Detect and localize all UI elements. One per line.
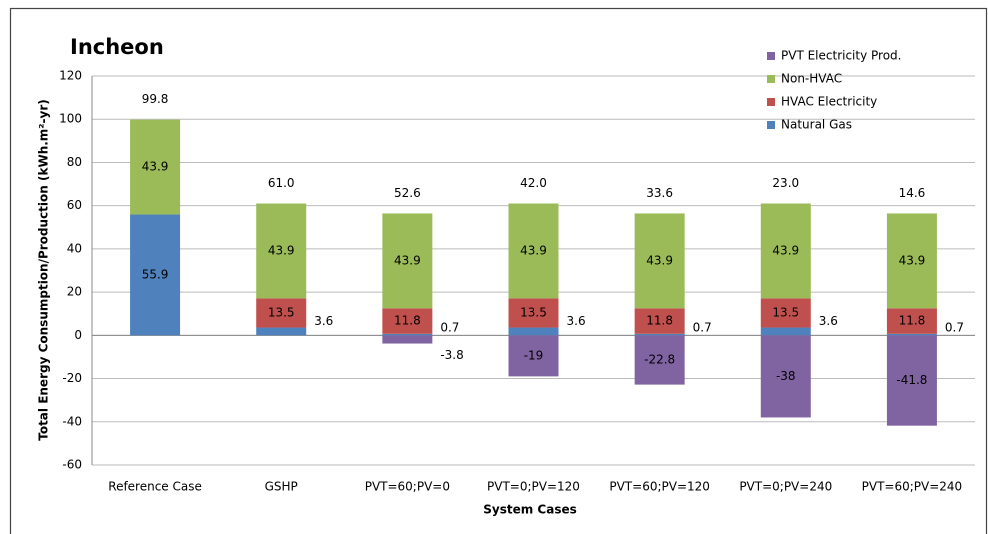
value-label: 43.9 [899, 253, 926, 267]
bar-segment [508, 298, 559, 328]
bar-segment [886, 213, 937, 309]
bar-segment [256, 298, 307, 328]
total-label: 33.6 [646, 186, 673, 200]
value-label: 43.9 [520, 243, 547, 257]
legend-swatch [767, 75, 775, 83]
value-label: 13.5 [772, 305, 799, 319]
value-label: 43.9 [142, 160, 169, 174]
total-label: 23.0 [772, 176, 799, 190]
bar-segment [634, 333, 685, 336]
legend-label: PVT Electricity Prod. [781, 49, 901, 63]
value-label: 3.6 [567, 314, 586, 328]
value-label: -41.8 [896, 373, 927, 387]
chart-title: Incheon [70, 35, 164, 59]
y-tick-label: -20 [62, 371, 82, 385]
legend-swatch [767, 121, 775, 129]
value-label: 43.9 [772, 243, 799, 257]
bar-segment [634, 213, 685, 309]
y-tick-label: 120 [59, 69, 82, 83]
bar-segment [886, 333, 937, 336]
value-label: 43.9 [646, 253, 673, 267]
y-tick-label: -60 [62, 458, 82, 472]
bar-segment [886, 308, 937, 334]
value-label: -3.8 [440, 348, 463, 362]
bar-segment [634, 308, 685, 334]
bar-segment [382, 335, 433, 344]
x-tick-label: PVT=60;PV=0 [365, 480, 450, 494]
bar-segment [760, 203, 811, 299]
bar-segment [130, 119, 181, 215]
value-label: 3.6 [819, 314, 838, 328]
x-tick-label: PVT=0;PV=240 [739, 480, 832, 494]
value-label: -38 [776, 369, 796, 383]
bar-segment [886, 335, 937, 426]
total-label: 52.6 [394, 186, 421, 200]
total-label: 99.8 [142, 92, 169, 106]
bar-segment [760, 327, 811, 336]
total-label: 61.0 [268, 176, 295, 190]
x-tick-label: PVT=60;PV=120 [609, 480, 710, 494]
value-label: 0.7 [440, 320, 459, 334]
total-label: 42.0 [520, 176, 547, 190]
value-label: 0.7 [693, 320, 712, 334]
x-tick-label: PVT=0;PV=120 [487, 480, 580, 494]
value-label: -22.8 [644, 352, 675, 366]
bar-segment [760, 298, 811, 328]
value-label: 3.6 [314, 314, 333, 328]
y-axis-label: Total Energy Consumption/Production (kWh… [37, 99, 51, 441]
value-label: -19 [524, 348, 544, 362]
y-tick-label: -40 [62, 414, 82, 428]
y-tick-label: 60 [67, 198, 82, 212]
legend-swatch [767, 98, 775, 106]
y-tick-label: 100 [59, 112, 82, 126]
value-label: 13.5 [268, 305, 295, 319]
bar-segment [256, 203, 307, 299]
legend-label: Natural Gas [781, 118, 852, 132]
y-tick-label: 80 [67, 155, 82, 169]
bar-segment [382, 308, 433, 334]
x-axis-label: System Cases [483, 503, 577, 517]
bar-segment [760, 335, 811, 418]
x-tick-label: GSHP [265, 480, 298, 494]
value-label: 11.8 [899, 314, 926, 328]
bar-segment [130, 214, 181, 336]
x-tick-label: Reference Case [108, 480, 202, 494]
x-tick-label: PVT=60;PV=240 [862, 480, 963, 494]
bar-segment [256, 327, 307, 336]
y-tick-label: 0 [74, 328, 82, 342]
legend-label: HVAC Electricity [781, 95, 877, 109]
value-label: 11.8 [646, 314, 673, 328]
legend-label: Non-HVAC [781, 72, 842, 86]
bar-segment [508, 327, 559, 336]
value-label: 43.9 [268, 243, 295, 257]
value-label: 0.7 [945, 320, 964, 334]
bar-segment [508, 203, 559, 299]
y-tick-label: 20 [67, 285, 82, 299]
bar-segment [508, 335, 559, 377]
bar-segment [382, 333, 433, 336]
bar-segment [382, 213, 433, 309]
value-label: 55.9 [142, 267, 169, 281]
y-tick-label: 40 [67, 241, 82, 255]
bar-segment [634, 335, 685, 385]
value-label: 43.9 [394, 253, 421, 267]
value-label: 11.8 [394, 314, 421, 328]
total-label: 14.6 [899, 186, 926, 200]
legend-swatch [767, 52, 775, 60]
value-label: 13.5 [520, 305, 547, 319]
